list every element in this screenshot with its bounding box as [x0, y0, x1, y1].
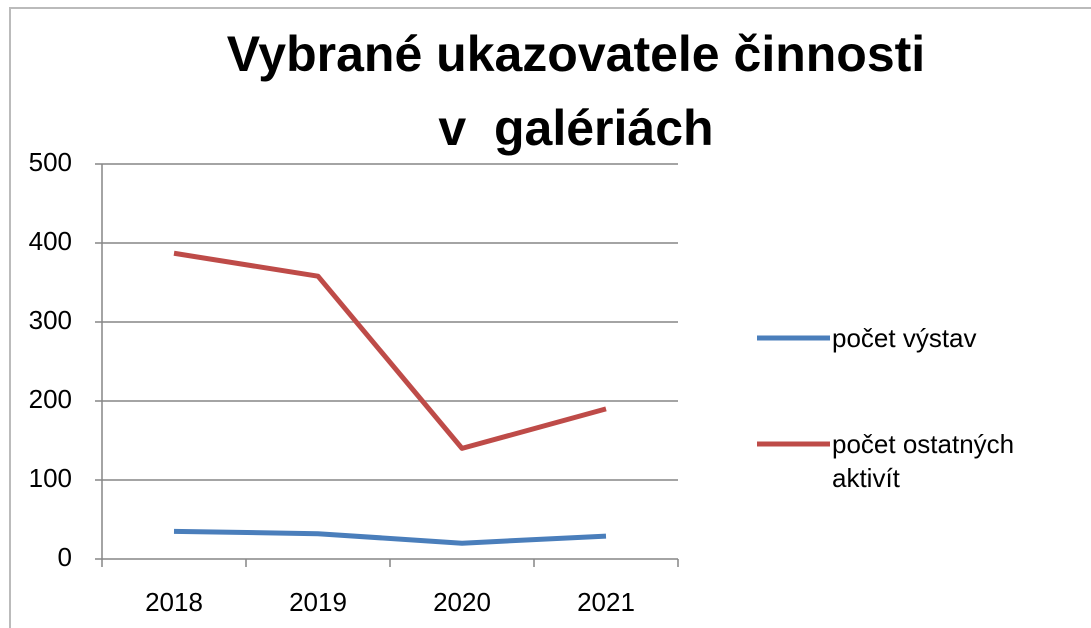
y-tick-label: 0 [58, 542, 72, 572]
legend-label: počet ostatných aktivít [832, 429, 1015, 493]
y-tick-label: 100 [29, 463, 72, 493]
series-line [173, 250, 607, 451]
y-tick-label: 300 [29, 305, 72, 335]
x-tick-label: 2019 [289, 587, 347, 617]
chart-title: Vybrané ukazovatele činnosti [227, 26, 925, 82]
legend-label: počet výstav [832, 323, 977, 353]
y-tick-label: 200 [29, 384, 72, 414]
series-line [173, 528, 607, 546]
x-tick-label: 2018 [145, 587, 203, 617]
chart-frame [9, 7, 1091, 628]
y-tick-label: 500 [29, 147, 72, 177]
x-tick-label: 2021 [577, 587, 635, 617]
x-tick-label: 2020 [433, 587, 491, 617]
y-tick-label: 400 [29, 226, 72, 256]
chart-title: v galériách [438, 100, 713, 156]
